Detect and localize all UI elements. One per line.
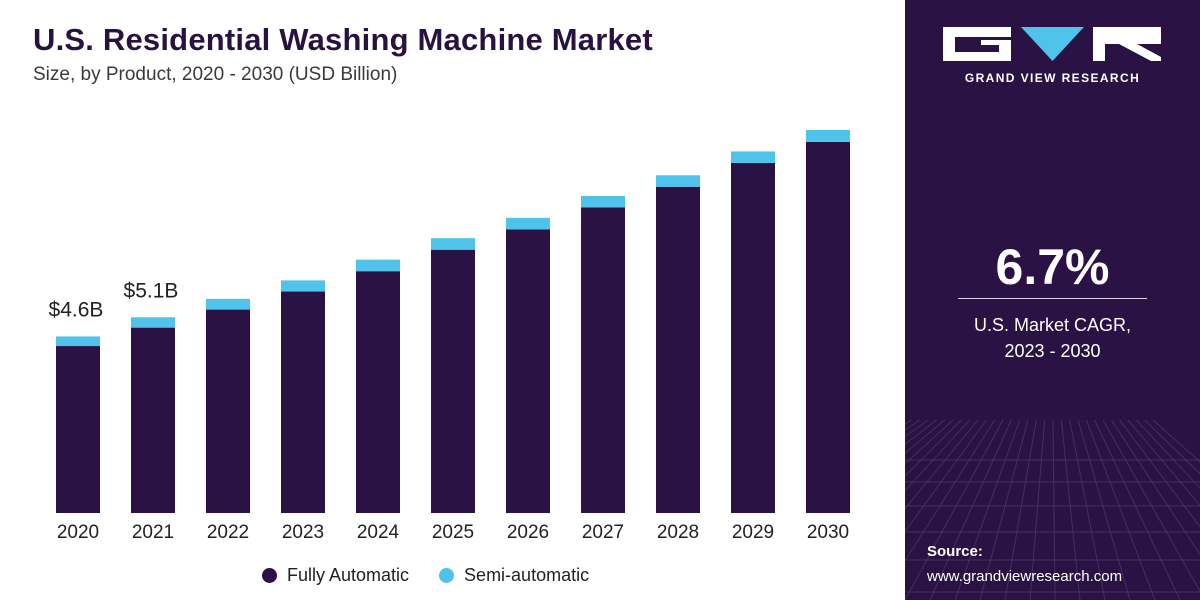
bar-fully-automatic-2027 bbox=[581, 207, 625, 514]
bar-fully-automatic-2025 bbox=[431, 249, 475, 513]
grid-line bbox=[1127, 420, 1200, 507]
bar-semi-automatic-2023 bbox=[281, 280, 325, 292]
source-label: Source: bbox=[927, 543, 983, 560]
brand-name: GRAND VIEW RESEARCH bbox=[964, 71, 1141, 85]
bar-semi-automatic-2020 bbox=[56, 336, 100, 347]
grid-line bbox=[1029, 420, 1046, 600]
grid-line bbox=[1052, 420, 1056, 600]
grid-line bbox=[905, 420, 987, 533]
grid-line bbox=[979, 420, 1029, 600]
perspective-grid-decoration bbox=[905, 420, 1200, 600]
bar-fully-automatic-2029 bbox=[731, 162, 775, 514]
bar-semi-automatic-2025 bbox=[431, 238, 475, 250]
legend-swatch-semi-automatic bbox=[439, 567, 455, 583]
grid-line bbox=[1069, 420, 1106, 600]
grid-line bbox=[1085, 420, 1156, 600]
data-label-2021: $5.1B bbox=[124, 279, 179, 302]
legend-swatch-fully-automatic bbox=[262, 567, 277, 583]
x-tick-label-2021: 2021 bbox=[132, 522, 174, 543]
x-tick-label-2028: 2028 bbox=[657, 522, 699, 543]
grid-line bbox=[905, 420, 1004, 600]
bar-semi-automatic-2029 bbox=[731, 151, 775, 163]
x-tick-label-2024: 2024 bbox=[357, 522, 400, 543]
grid-line bbox=[1110, 420, 1200, 556]
gvr-logo-icon bbox=[943, 27, 1161, 61]
x-tick-label-2020: 2020 bbox=[57, 522, 99, 543]
legend-label-fully-automatic: Fully Automatic bbox=[287, 564, 410, 585]
bar-semi-automatic-2030 bbox=[806, 129, 850, 142]
bar-fully-automatic-2021 bbox=[131, 327, 175, 513]
chart-legend: Fully Automatic Semi-automatic bbox=[262, 563, 589, 587]
logo-v-triangle bbox=[1021, 27, 1084, 61]
grid-line bbox=[1119, 420, 1200, 528]
x-tick-label-2029: 2029 bbox=[732, 522, 774, 543]
bar-fully-automatic-2022 bbox=[206, 309, 250, 513]
grid-line bbox=[1135, 420, 1200, 489]
legend-item-fully-automatic: Fully Automatic bbox=[262, 565, 409, 586]
source-link[interactable]: www.grandviewresearch.com bbox=[927, 568, 1123, 585]
x-tick-label-2025: 2025 bbox=[432, 522, 474, 543]
bar-fully-automatic-2030 bbox=[806, 141, 850, 513]
logo-r-shape bbox=[1093, 27, 1161, 61]
grid-line bbox=[1143, 420, 1200, 475]
x-tick-label-2022: 2022 bbox=[207, 522, 249, 543]
grid-line bbox=[1004, 420, 1037, 600]
bar-fully-automatic-2020 bbox=[56, 346, 100, 513]
bar-semi-automatic-2026 bbox=[506, 217, 550, 230]
x-tick-label-2023: 2023 bbox=[282, 522, 324, 543]
grid-line bbox=[1094, 420, 1181, 600]
cagr-label: U.S. Market CAGR, 2023 - 2030 bbox=[905, 312, 1200, 364]
grid-line bbox=[1077, 420, 1131, 600]
chart-subtitle: Size, by Product, 2020 - 2030 (USD Billi… bbox=[33, 64, 398, 85]
x-tick-label-2030: 2030 bbox=[807, 522, 849, 543]
grid-line bbox=[905, 420, 979, 510]
legend-label-semi-automatic: Semi-automatic bbox=[464, 564, 590, 585]
x-tick-label-2027: 2027 bbox=[582, 522, 624, 543]
grid-line bbox=[954, 420, 1021, 600]
bar-semi-automatic-2024 bbox=[356, 259, 400, 272]
bar-fully-automatic-2023 bbox=[281, 291, 325, 513]
grid-line bbox=[1060, 420, 1081, 600]
legend-item-semi-automatic: Semi-automatic bbox=[439, 565, 589, 586]
bar-semi-automatic-2027 bbox=[581, 195, 625, 208]
grid-line bbox=[929, 420, 1012, 600]
bar-fully-automatic-2024 bbox=[356, 271, 400, 513]
cagr-divider bbox=[958, 298, 1147, 299]
bar-fully-automatic-2028 bbox=[656, 186, 700, 513]
cagr-label-line2: 2023 - 2030 bbox=[1004, 341, 1101, 361]
logo-g-shape bbox=[943, 27, 1011, 61]
stacked-bar-chart: 2020 2021 2022 2023 2024 2025 2026 2027 2028 2029… bbox=[49, 129, 850, 543]
bar-semi-automatic-2022 bbox=[206, 298, 250, 310]
bar-semi-automatic-2028 bbox=[656, 175, 700, 187]
cagr-label-line1: U.S. Market CAGR, bbox=[973, 315, 1132, 335]
grid-line bbox=[1102, 420, 1200, 593]
sidebar-panel: GRAND VIEW RESEARCH 6.7% U.S. Market CAG… bbox=[905, 0, 1200, 600]
grid-line bbox=[905, 420, 971, 492]
chart-panel: U.S. Residential Washing Machine Market … bbox=[33, 22, 850, 587]
x-tick-label-2026: 2026 bbox=[507, 522, 549, 543]
data-label-2020: $4.6B bbox=[49, 298, 104, 321]
bar-fully-automatic-2026 bbox=[506, 229, 550, 514]
grid-line bbox=[905, 420, 996, 562]
bar-semi-automatic-2021 bbox=[131, 317, 175, 328]
cagr-value: 6.7% bbox=[995, 239, 1110, 295]
chart-title: U.S. Residential Washing Machine Market bbox=[33, 22, 653, 57]
grid-line bbox=[905, 420, 963, 477]
